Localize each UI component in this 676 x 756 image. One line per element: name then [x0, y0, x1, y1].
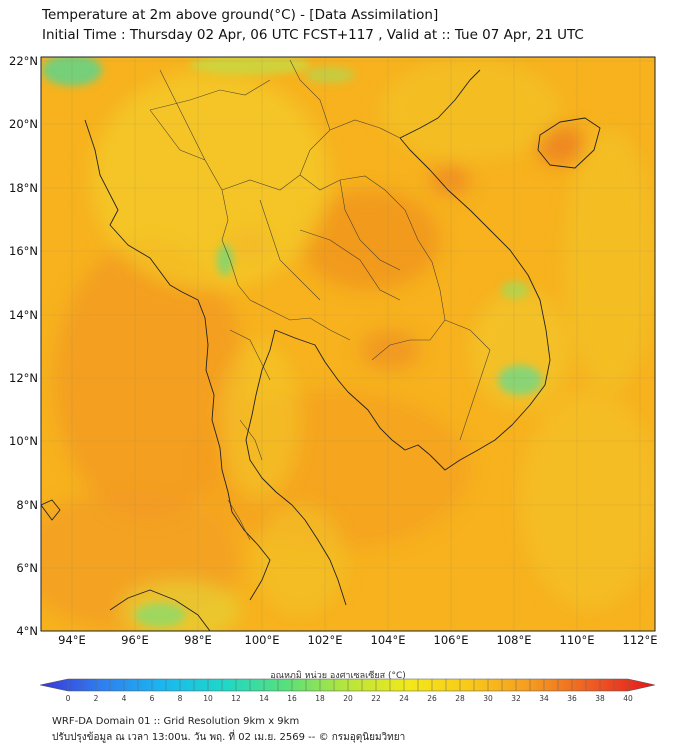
- map-subtitle: Initial Time : Thursday 02 Apr, 06 UTC F…: [42, 27, 584, 43]
- lat-label: 18°N: [9, 181, 38, 195]
- colorbar-tick-label: 14: [259, 694, 269, 703]
- colorbar-tick-label: 6: [149, 694, 155, 703]
- colorbar-tick-label: 40: [623, 694, 633, 703]
- colorbar-tick-label: 18: [315, 694, 325, 703]
- colorbar-tick-label: 36: [567, 694, 577, 703]
- graticule: [41, 57, 655, 631]
- cool-spots: [42, 57, 542, 627]
- lat-label: 20°N: [9, 117, 38, 131]
- lon-label: 106°E: [433, 633, 469, 647]
- colorbar-tick-label: 34: [539, 694, 549, 703]
- lat-label: 12°N: [9, 371, 38, 385]
- temperature-gradients: [41, 60, 655, 631]
- coastlines: [41, 69, 601, 631]
- colorbar-scale: [39, 678, 656, 692]
- lon-label: 94°E: [58, 633, 86, 647]
- colorbar-tick-label: 20: [343, 694, 353, 703]
- lon-label: 112°E: [622, 633, 658, 647]
- colorbar-label: อุณหภูมิ หน่วย องศาเซลเซียส (°C): [270, 671, 406, 681]
- lon-label: 110°E: [559, 633, 595, 647]
- colorbar-tick-label: 8: [177, 694, 183, 703]
- colorbar-tick-label: 24: [399, 694, 409, 703]
- lat-label: 8°N: [16, 498, 38, 512]
- lat-label: 10°N: [9, 434, 38, 448]
- lon-label: 98°E: [184, 633, 212, 647]
- colorbar-tick-label: 16: [287, 694, 297, 703]
- lat-label: 22°N: [9, 54, 38, 68]
- lat-label: 16°N: [9, 244, 38, 258]
- footer-grid-info: WRF-DA Domain 01 :: Grid Resolution 9km …: [52, 716, 300, 727]
- lat-label: 4°N: [16, 624, 38, 638]
- lon-label: 96°E: [121, 633, 149, 647]
- colorbar: [39, 678, 656, 692]
- colorbar-tick-label: 2: [93, 694, 99, 703]
- colorbar-tick-label: 4: [121, 694, 127, 703]
- map-title: Temperature at 2m above ground(°C) - [Da…: [42, 7, 439, 23]
- lat-label: 6°N: [16, 561, 38, 575]
- colorbar-tick-label: 10: [203, 694, 213, 703]
- country-borders: [149, 59, 491, 541]
- colorbar-tick-label: 26: [427, 694, 437, 703]
- colorbar-tick-label: 38: [595, 694, 605, 703]
- colorbar-tick-label: 30: [483, 694, 493, 703]
- colorbar-tick-label: 32: [511, 694, 521, 703]
- colorbar-tick-label: 28: [455, 694, 465, 703]
- lon-label: 102°E: [307, 633, 343, 647]
- lon-label: 104°E: [370, 633, 406, 647]
- footer-update-info: ปรับปรุงข้อมูล ณ เวลา 13:00น. วัน พฤ. ที…: [52, 732, 406, 743]
- map-frame: [40, 56, 656, 632]
- lat-label: 14°N: [9, 308, 38, 322]
- colorbar-tick-label: 22: [371, 694, 381, 703]
- lon-label: 108°E: [496, 633, 532, 647]
- lon-label: 100°E: [244, 633, 280, 647]
- colorbar-tick-label: 12: [231, 694, 241, 703]
- colorbar-tick-label: 0: [65, 694, 71, 703]
